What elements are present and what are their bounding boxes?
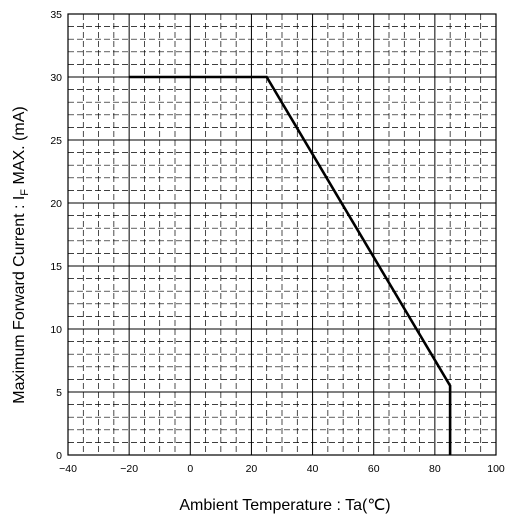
y-axis-title: Maximum Forward Current : IF MAX. (mA) (11, 106, 31, 403)
y-tick-label: 0 (56, 450, 62, 462)
x-axis-title: Ambient Temperature : Ta(℃) (179, 497, 390, 514)
y-axis-title-subscript: F (19, 189, 31, 196)
series-line (129, 75, 452, 455)
series-group (129, 75, 452, 455)
x-tick-label: 60 (368, 463, 380, 475)
x-tick-label: −40 (59, 463, 77, 475)
x-tick-label: 80 (429, 463, 441, 475)
y-tick-label: 20 (50, 198, 62, 210)
y-tick-labels: 0 5 10 15 20 25 30 35 (50, 9, 62, 462)
x-tick-label: 0 (187, 463, 193, 475)
x-tick-label: 40 (307, 463, 319, 475)
y-tick-label: 10 (50, 324, 62, 336)
y-axis-title-unit: MAX. (mA) (11, 106, 28, 189)
y-tick-label: 35 (50, 9, 62, 21)
x-tick-label: 100 (487, 463, 505, 475)
y-tick-label: 15 (50, 261, 62, 273)
y-axis-title-main: Maximum Forward Current : I (11, 196, 28, 404)
x-tick-label: 20 (246, 463, 258, 475)
y-tick-label: 25 (50, 135, 62, 147)
x-tick-label: −20 (120, 463, 138, 475)
x-tick-labels: −40 −20 0 20 40 60 80 100 (59, 463, 505, 475)
plot-frame (67, 13, 497, 456)
minor-grid (68, 14, 496, 455)
major-grid (68, 14, 496, 455)
y-tick-label: 5 (56, 387, 62, 399)
y-tick-label: 30 (50, 72, 62, 84)
